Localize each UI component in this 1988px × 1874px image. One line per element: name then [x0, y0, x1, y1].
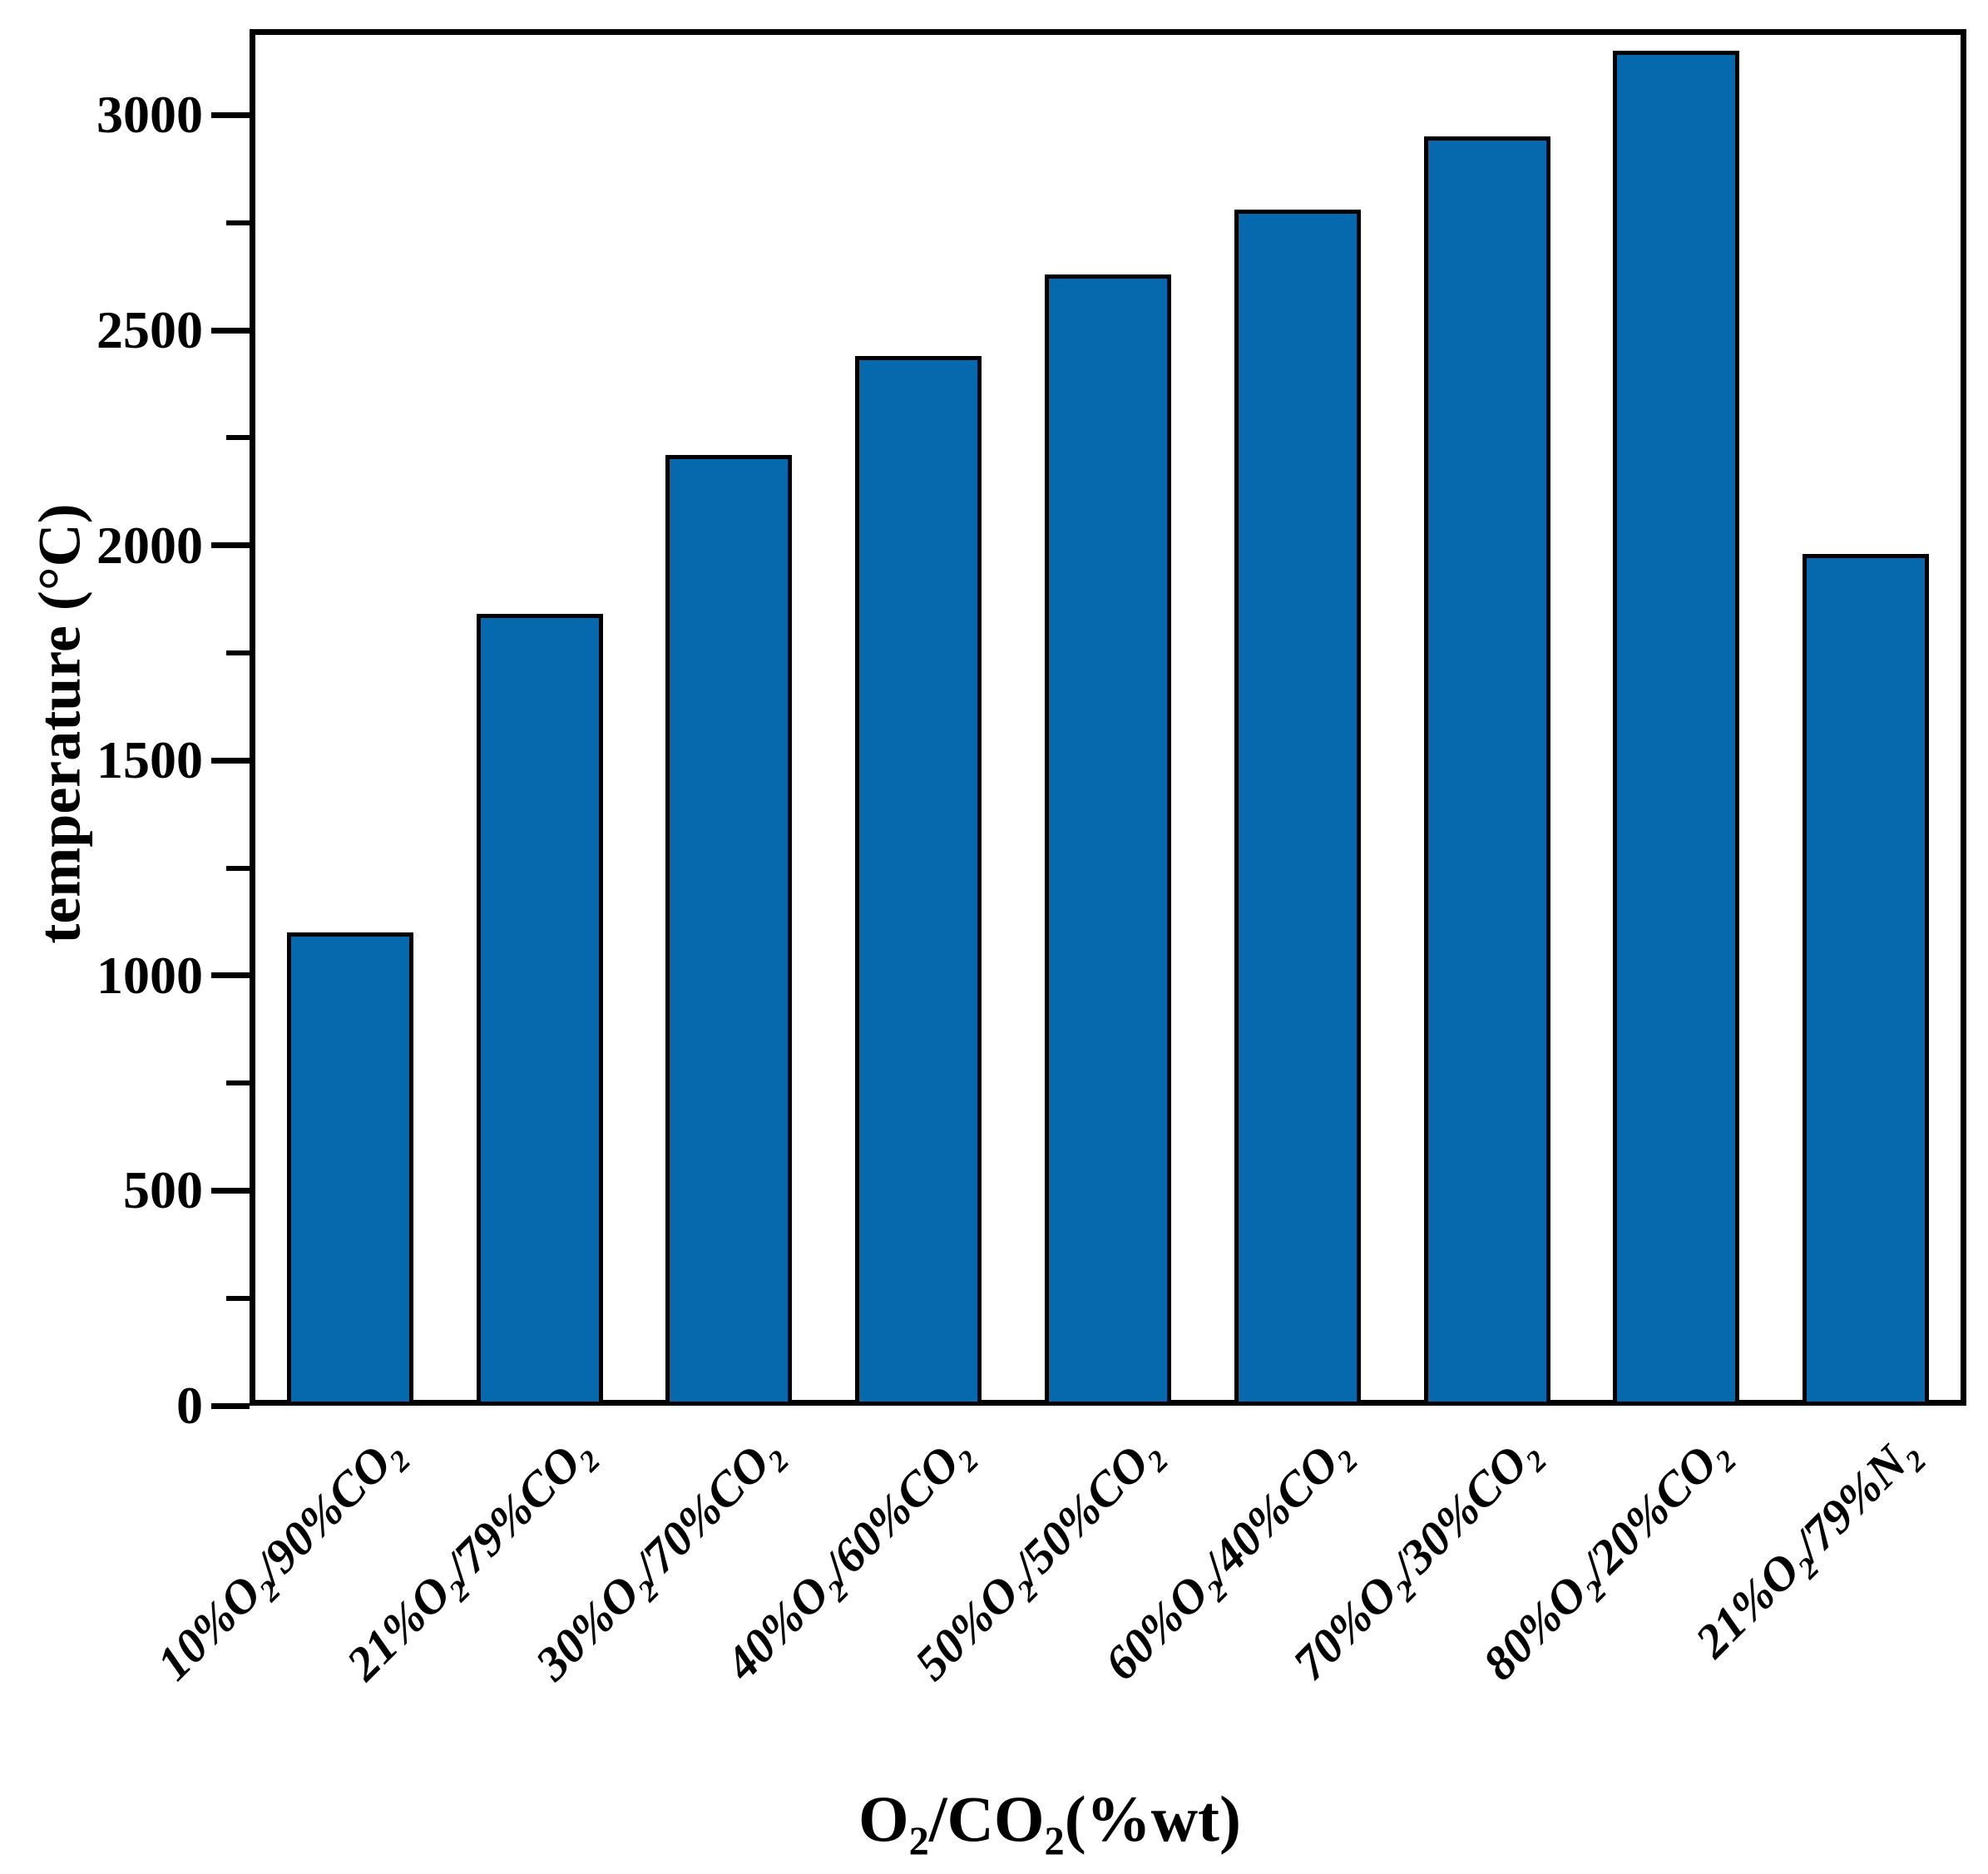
bar — [665, 455, 793, 1406]
y-tick-label: 1000 — [96, 945, 203, 1005]
bar — [1045, 274, 1171, 1406]
bar — [476, 614, 603, 1406]
bar — [1234, 210, 1361, 1406]
y-tick-label: 1500 — [96, 730, 203, 790]
y-minor-tick — [226, 220, 250, 225]
y-major-tick — [211, 327, 250, 334]
y-major-tick — [211, 111, 250, 118]
y-major-tick — [211, 972, 250, 979]
y-tick-label: 500 — [123, 1160, 203, 1220]
bar — [1803, 553, 1930, 1406]
bar — [855, 356, 982, 1406]
y-major-tick — [211, 757, 250, 764]
y-minor-tick — [226, 1080, 250, 1086]
y-tick-label: 3000 — [96, 85, 203, 145]
y-major-tick — [211, 1187, 250, 1194]
y-minor-tick — [226, 865, 250, 871]
y-minor-tick — [226, 650, 250, 655]
y-minor-tick — [226, 1295, 250, 1301]
x-axis-title: O2/CO2(%wt) — [858, 1783, 1241, 1864]
y-tick-label: 2000 — [96, 515, 203, 575]
y-major-tick — [211, 1402, 250, 1409]
bar — [1613, 50, 1740, 1406]
bar — [1423, 136, 1550, 1406]
y-minor-tick — [226, 435, 250, 441]
y-major-tick — [211, 542, 250, 549]
bar — [286, 932, 413, 1406]
y-tick-label: 2500 — [96, 300, 203, 360]
y-tick-label: 0 — [176, 1376, 203, 1435]
